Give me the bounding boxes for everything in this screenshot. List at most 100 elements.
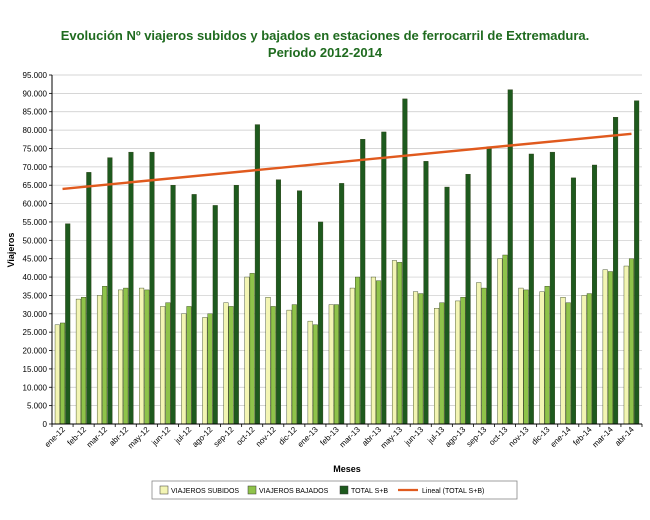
bar [318, 221, 324, 425]
bar [244, 276, 250, 425]
bar [270, 306, 276, 425]
bar [628, 258, 634, 425]
bar [391, 260, 397, 425]
x-tick-label: mar-14 [591, 425, 616, 450]
x-tick-label: ago-12 [190, 425, 214, 449]
bar [86, 172, 92, 425]
chart-subtitle: Periodo 2012-2014 [268, 45, 383, 60]
bar [128, 151, 134, 425]
bar [565, 302, 571, 425]
bar [60, 322, 66, 425]
bar [333, 304, 339, 425]
bar [476, 282, 482, 425]
bar [528, 153, 534, 425]
bar [360, 139, 366, 425]
bar [307, 320, 313, 425]
bar [507, 89, 513, 425]
legend-swatch [247, 485, 257, 495]
y-tick-label: 40.000 [23, 273, 48, 282]
bar [592, 164, 598, 425]
bar [339, 183, 345, 425]
bar [65, 223, 71, 425]
bar [549, 151, 555, 425]
trend-line [62, 132, 632, 191]
bar [223, 302, 229, 425]
bar [144, 289, 150, 425]
bar [455, 300, 461, 425]
bar [523, 289, 529, 425]
bar [434, 308, 440, 425]
bar [75, 298, 81, 425]
x-tick-label: jun-13 [402, 425, 425, 448]
bar [381, 131, 387, 425]
x-tick-label: sep-12 [212, 425, 236, 449]
x-axis-title: Meses [333, 464, 361, 474]
bar [54, 324, 60, 425]
x-tick-label: mar-12 [85, 425, 110, 450]
bar [560, 297, 566, 425]
bar [249, 273, 255, 425]
bar [81, 297, 87, 425]
bar [376, 280, 382, 425]
bar [170, 185, 176, 425]
bars-group [54, 89, 640, 425]
y-tick-label: 50.000 [23, 236, 48, 245]
x-tick-label: sep-13 [465, 425, 489, 449]
y-tick-label: 0 [43, 420, 48, 429]
y-tick-label: 55.000 [23, 218, 48, 227]
bar [165, 302, 171, 425]
y-tick-label: 80.000 [23, 126, 48, 135]
y-axis-title: Viajeros [6, 233, 16, 268]
bar [581, 295, 587, 425]
x-tick-label: ene-14 [549, 425, 573, 449]
bar [265, 297, 271, 425]
y-tick-label: 65.000 [23, 181, 48, 190]
bar [518, 287, 524, 425]
legend-label: Lineal (TOTAL S+B) [422, 488, 484, 495]
y-tick-label: 45.000 [23, 255, 48, 264]
x-tick-label: oct-12 [235, 425, 257, 447]
bar [181, 313, 187, 425]
x-tick-label: may-13 [379, 425, 405, 451]
bar [544, 286, 550, 425]
y-tick-label: 5.000 [27, 402, 48, 411]
bar [102, 286, 108, 425]
x-tick-label: jun-12 [150, 425, 173, 448]
bar [502, 254, 508, 425]
bar [634, 100, 640, 425]
y-tick-label: 25.000 [23, 328, 48, 337]
bar [439, 302, 445, 425]
legend-swatch [339, 485, 349, 495]
y-tick-label: 85.000 [23, 108, 48, 117]
bar [286, 309, 292, 425]
bar [149, 151, 155, 425]
y-tick-label: 75.000 [23, 144, 48, 153]
bar [397, 262, 403, 425]
bar [107, 157, 113, 425]
bar [497, 258, 503, 425]
bar [291, 304, 297, 425]
bar [481, 287, 487, 425]
bar [418, 293, 424, 425]
bar [328, 304, 334, 425]
bar [413, 291, 419, 425]
legend: VIAJEROS SUBIDOS VIAJEROS BAJADOS TOTAL S+… [151, 480, 518, 500]
bar [355, 276, 361, 425]
bar [539, 291, 545, 425]
x-tick-label: ago-13 [443, 425, 467, 449]
bar [275, 179, 281, 425]
x-tick-label: nov-13 [507, 425, 531, 449]
y-tick-label: 10.000 [23, 383, 48, 392]
y-tick-label: 20.000 [23, 347, 48, 356]
bar [212, 205, 218, 425]
bar [465, 173, 471, 425]
y-tick-label: 60.000 [23, 200, 48, 209]
bar [570, 177, 576, 425]
bar [423, 161, 429, 425]
bar [460, 297, 466, 425]
bar [297, 190, 303, 425]
bar [349, 287, 355, 425]
y-tick-label: 15.000 [23, 365, 48, 374]
legend-swatch [159, 485, 169, 495]
